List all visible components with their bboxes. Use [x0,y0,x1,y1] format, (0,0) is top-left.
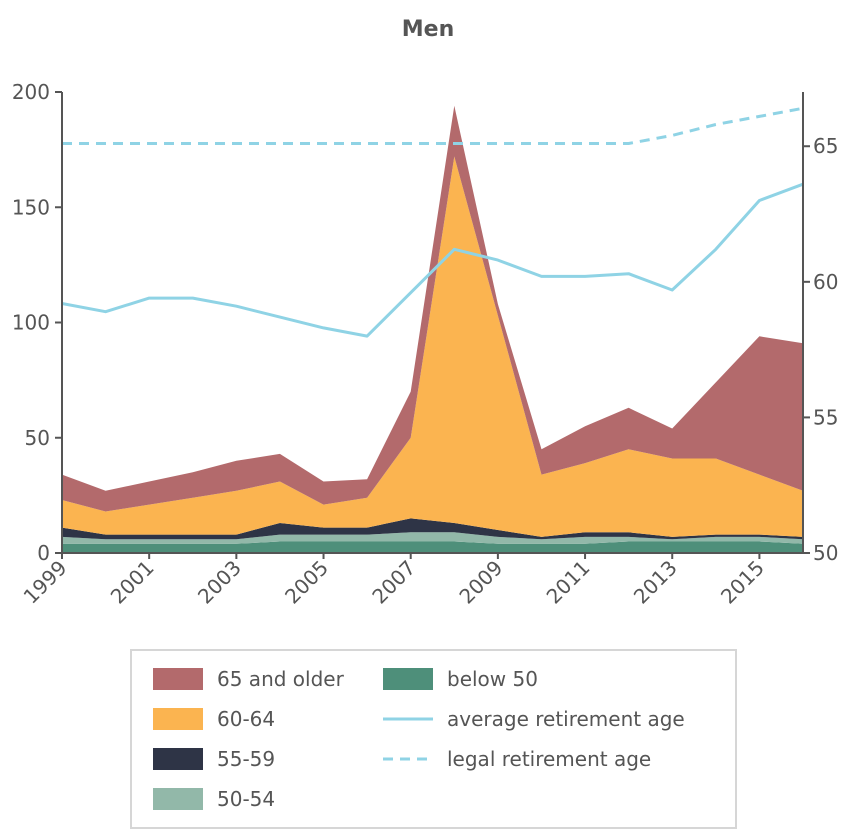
x-tick-label: 2007 [367,556,420,609]
y-left-tick-label: 150 [12,195,50,219]
legend-label-65-and-older: 65 and older [217,667,345,691]
area-50-54 [62,532,803,544]
x-tick-label: 2013 [629,556,682,609]
legend-label-average-retirement-age: average retirement age [447,707,685,731]
x-tick-label: 2005 [280,556,333,609]
legend-label-55-59: 55-59 [217,747,275,771]
line-legal-retirement-age [62,106,804,145]
y-right-tick-label: 55 [813,405,838,429]
y-left-tick-label: 50 [25,426,50,450]
legend-label-50-54: 50-54 [217,787,275,811]
stacked-areas [62,105,803,553]
legend-label-legal-retirement-age: legal retirement age [447,747,651,771]
legend-label-below-50: below 50 [447,667,538,691]
area-60-64 [62,156,803,537]
y-left-tick-label: 100 [12,311,50,335]
legend-swatch-60-64 [153,708,203,730]
x-tick-label: 2001 [106,556,159,609]
legend-swatch-65-and-older [153,668,203,690]
area-55-59 [62,518,803,540]
x-tick-label: 2011 [542,556,595,609]
x-tick-label: 2015 [716,556,769,609]
legend-swatch-below-50 [383,668,433,690]
legend-box [130,649,737,829]
legend-swatch-50-54 [153,788,203,810]
retirement-age-lines [61,106,804,338]
legend: 65 and older 60-64 55-59 50-54 below 50 avera… [130,649,737,829]
x-tick-label: 2003 [193,556,246,609]
y-right-tick-label: 50 [813,541,838,565]
y-left-tick-label: 200 [12,80,50,104]
y-right-tick-label: 65 [813,134,838,158]
line-average-retirement-age [61,182,804,338]
y-right-tick-label: 60 [813,270,838,294]
x-tick-label: 2009 [454,556,507,609]
chart-title: Men [402,17,454,42]
area-below-50 [62,541,803,553]
legend-swatch-55-59 [153,748,203,770]
y-left-tick-label: 0 [37,541,50,565]
legend-label-60-64: 60-64 [217,707,275,731]
